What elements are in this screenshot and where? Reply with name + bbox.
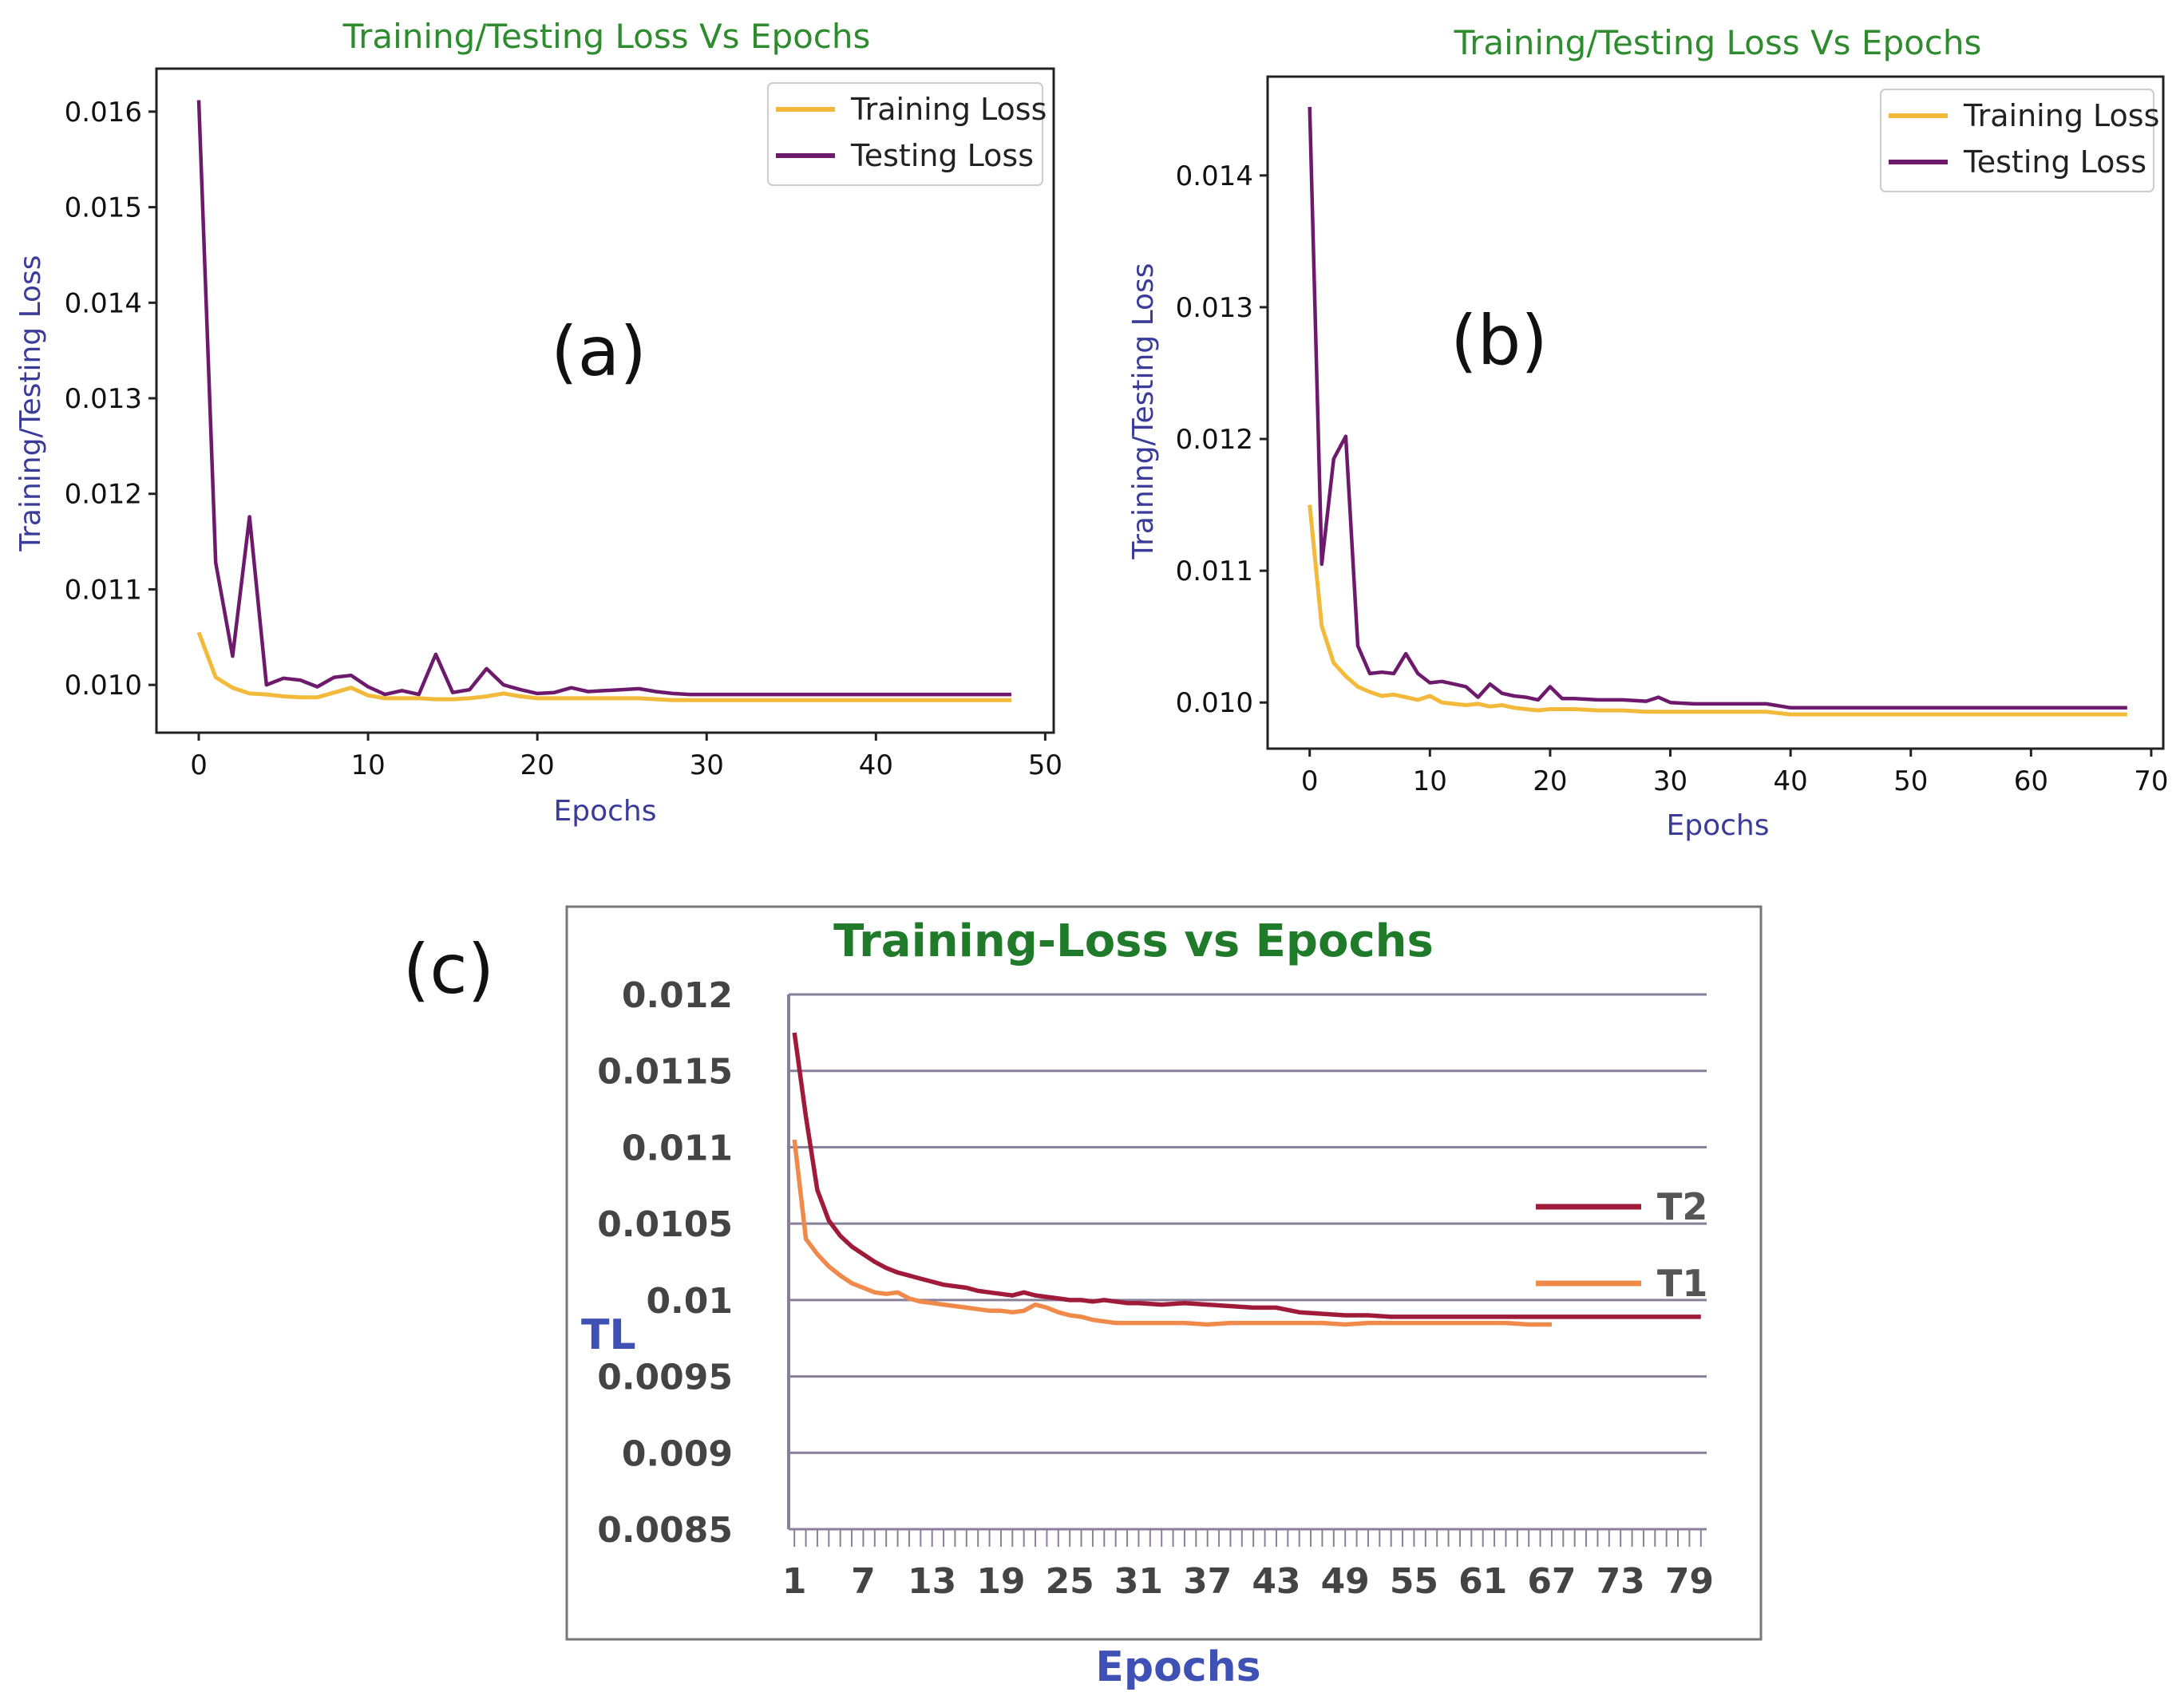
chart-b-legend-testing: Testing Loss: [1963, 144, 2146, 180]
chart-a-series-testing-loss: [196, 100, 1011, 697]
chart-b-legend: Training Loss Testing Loss: [1880, 89, 2159, 192]
chart-c-ytick-label: 0.01: [646, 1281, 733, 1322]
chart-b-ylabel: Training/Testing Loss: [1127, 263, 1160, 559]
chart-c-title: Training-Loss vs Epochs: [833, 915, 1434, 967]
chart-a-legend-testing: Testing Loss: [850, 138, 1034, 173]
chart-c-panel-label: (c): [403, 930, 494, 1010]
chart-c-ytick-label: 0.0105: [597, 1204, 733, 1245]
chart-c-xtick-label: 37: [1183, 1561, 1232, 1602]
chart-a-xtick-label: 0: [190, 749, 208, 781]
chart-b-ytick-label: 0.013: [1176, 292, 1253, 324]
chart-b-xtick-label: 0: [1301, 765, 1319, 797]
chart-b-xtick-label: 40: [1773, 765, 1807, 797]
chart-c: Training-Loss vs Epochs 0.0085 0.009 0.009…: [403, 905, 1763, 1691]
chart-a-ticks: 0 10 20 30 40 50 0.010 0.011 0.012 0.013 0.014 0.01…: [65, 97, 1062, 781]
chart-c-frame: [565, 905, 1763, 1641]
chart-b-series-testing-loss: [1308, 106, 2127, 710]
chart-c-ytick-label: 0.0115: [597, 1052, 733, 1093]
chart-a-legend-training: Training Loss: [850, 92, 1046, 127]
chart-c-lines: [792, 1032, 1701, 1327]
chart-b-ytick-label: 0.011: [1176, 555, 1253, 587]
chart-c-xtick-label: 13: [908, 1561, 956, 1602]
chart-b-xtick-label: 30: [1653, 765, 1687, 797]
chart-a-xtick-label: 50: [1028, 749, 1062, 781]
chart-c-xtick-label: 49: [1321, 1561, 1370, 1602]
chart-a-ytick-label: 0.015: [65, 192, 142, 224]
chart-c-xlabel: Epochs: [1095, 1643, 1260, 1691]
chart-a-ytick-label: 0.013: [65, 383, 142, 415]
chart-a-legend-box: [767, 82, 1043, 186]
chart-c-ytick-label: 0.011: [622, 1128, 733, 1168]
chart-b-title: Training/Testing Loss Vs Epochs: [1454, 23, 1982, 62]
chart-b-xlabel: Epochs: [1667, 809, 1770, 842]
chart-a-lines: [196, 100, 1011, 702]
chart-a-ytick-label: 0.014: [65, 287, 142, 319]
chart-a-ylabel: Training/Testing Loss: [14, 255, 47, 551]
chart-a-ytick-label: 0.012: [65, 479, 142, 511]
chart-c-xtick-label: 7: [851, 1561, 876, 1602]
chart-c-legend-t2: T2: [1657, 1185, 1707, 1228]
chart-c-legend: T2 T1: [1536, 1185, 1707, 1305]
chart-c-series-t2: [792, 1032, 1701, 1319]
chart-b-xtick-label: 10: [1413, 765, 1447, 797]
chart-b-ytick-label: 0.010: [1176, 687, 1253, 719]
chart-b-xtick-label: 50: [1893, 765, 1928, 797]
chart-c-ytick-label: 0.009: [622, 1433, 733, 1474]
chart-c-xtick-label: 55: [1390, 1561, 1438, 1602]
chart-a-ytick-label: 0.016: [65, 97, 142, 128]
chart-c-ytick-label: 0.012: [622, 975, 733, 1016]
chart-b-legend-training: Training Loss: [1963, 98, 2159, 133]
chart-c-xtick-label: 61: [1458, 1561, 1507, 1602]
chart-b: Training/Testing Loss Vs Epochs 0 10 20 30 4…: [1127, 23, 2169, 842]
chart-a-series-training-loss: [196, 631, 1011, 702]
chart-a-legend: Training Loss Testing Loss: [767, 82, 1046, 186]
chart-a-xtick-label: 20: [520, 749, 555, 781]
chart-c-legend-t1: T1: [1657, 1262, 1707, 1305]
chart-c-xtick-label: 67: [1527, 1561, 1576, 1602]
chart-c-xtick-label: 25: [1046, 1561, 1094, 1602]
chart-c-xtick-label: 43: [1252, 1561, 1300, 1602]
chart-b-ytick-label: 0.012: [1176, 424, 1253, 456]
chart-a: Training/Testing Loss Vs Epochs 0 10 20 30 4…: [14, 17, 1062, 828]
chart-a-panel-label: (a): [551, 312, 647, 392]
chart-c-ylabel: TL: [581, 1311, 636, 1359]
chart-b-lines: [1308, 106, 2127, 717]
chart-b-legend-box: [1880, 89, 2154, 192]
chart-c-xtick-label: 73: [1596, 1561, 1645, 1602]
chart-c-series-t1: [792, 1139, 1552, 1327]
chart-c-ticks: 0.0085 0.009 0.0095 0.01 0.0105 0.011 0.0115 0.…: [597, 975, 1714, 1602]
chart-a-ytick-label: 0.011: [65, 574, 142, 606]
chart-c-xtick-label: 19: [976, 1561, 1025, 1602]
chart-a-xtick-label: 10: [350, 749, 385, 781]
chart-c-ytick-label: 0.0085: [597, 1510, 733, 1551]
chart-c-xtick-label: 79: [1665, 1561, 1714, 1602]
chart-c-ytick-label: 0.0095: [597, 1358, 733, 1398]
chart-b-panel-label: (b): [1450, 301, 1548, 381]
chart-a-xtick-label: 30: [690, 749, 724, 781]
chart-c-xtick-label: 31: [1114, 1561, 1163, 1602]
chart-b-xtick-label: 60: [2014, 765, 2048, 797]
chart-b-xtick-label: 20: [1533, 765, 1567, 797]
chart-b-series-training-loss: [1308, 504, 2127, 717]
chart-b-ytick-label: 0.014: [1176, 160, 1253, 192]
chart-a-xtick-label: 40: [859, 749, 893, 781]
chart-b-ticks: 0 10 20 30 40 50 60 70 0.010 0.011 0.012 0.013 0.014: [1176, 160, 2169, 797]
chart-b-xtick-label: 70: [2134, 765, 2168, 797]
chart-a-title: Training/Testing Loss Vs Epochs: [342, 17, 871, 56]
chart-c-xtick-label: 1: [782, 1561, 807, 1602]
chart-a-xlabel: Epochs: [554, 795, 657, 828]
chart-a-ytick-label: 0.010: [65, 670, 142, 702]
chart-c-grid: [787, 993, 1707, 1531]
